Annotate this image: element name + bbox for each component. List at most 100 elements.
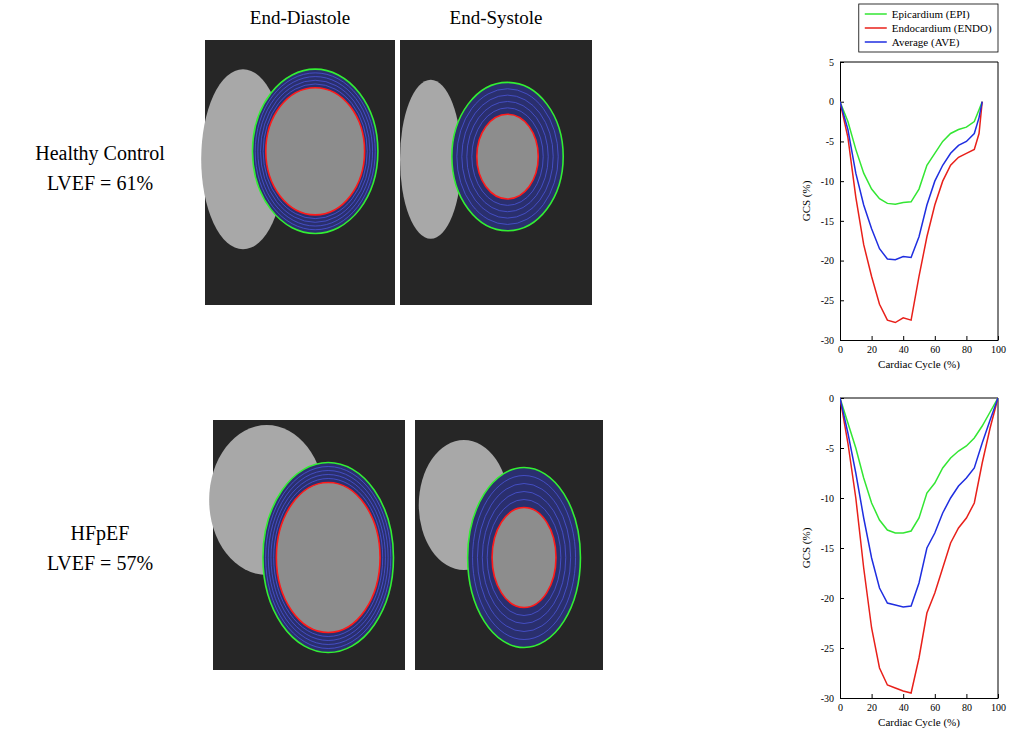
tick: 100	[991, 694, 1006, 713]
chart: 020406080100-30-25-20-15-10-505Cardiac C…	[800, 57, 1006, 371]
tick-mark	[840, 340, 844, 341]
tick-mark	[840, 300, 844, 301]
series-line	[840, 398, 998, 693]
tick: -15	[821, 543, 844, 554]
myocardium-layer	[462, 95, 553, 218]
myocardium-layer	[472, 108, 543, 206]
tick-mark	[966, 694, 967, 698]
tick-label: -5	[826, 136, 834, 147]
tick: 40	[899, 694, 909, 713]
tick-label: -5	[826, 443, 834, 454]
tick: 100	[991, 336, 1006, 355]
tick-label: 60	[930, 344, 940, 355]
tick-label: 0	[838, 344, 843, 355]
tick-label: 20	[867, 702, 877, 713]
column-title: End-Systole	[450, 7, 543, 28]
tick: 20	[867, 694, 877, 713]
tick: -15	[821, 216, 844, 227]
myocardium-layer	[477, 484, 570, 632]
lv-cavity	[266, 88, 365, 215]
myocardium	[468, 468, 581, 648]
tick-mark	[840, 448, 844, 449]
tick-mark	[903, 336, 904, 340]
myocardium-layer	[467, 101, 548, 211]
legend-box	[859, 4, 998, 52]
tick-label: 0	[829, 393, 834, 404]
tick-mark	[935, 694, 936, 698]
tick: 80	[962, 336, 972, 355]
series-line	[840, 102, 982, 323]
column-title: End-Diastole	[250, 7, 350, 28]
frame-right	[998, 398, 999, 698]
lv-cavity	[276, 483, 380, 633]
mri-image	[400, 40, 592, 305]
tick: -10	[821, 493, 844, 504]
legend-item: Epicardium (EPI)	[865, 8, 970, 21]
row-label: Healthy Control	[35, 142, 165, 165]
tick-label: -25	[821, 643, 834, 654]
legend-item: Average (AVE)	[865, 36, 960, 49]
y-axis: -30 -25 -20 -15 -10 -5 0	[821, 393, 844, 704]
myocardium-layer	[263, 84, 367, 219]
tick-label: 0	[838, 702, 843, 713]
epicardium-contour	[263, 463, 394, 653]
tick-label: 60	[930, 702, 940, 713]
row-label: HFpEF	[71, 522, 130, 545]
image-background	[415, 420, 603, 670]
myocardium-layer	[274, 479, 383, 637]
tick-mark	[935, 336, 936, 340]
row-lvef: LVEF = 57%	[47, 552, 153, 574]
lv-cavity	[477, 114, 538, 199]
plot-area	[840, 398, 998, 693]
tick-mark	[840, 221, 844, 222]
tick-label: 20	[867, 344, 877, 355]
lv-cavity	[492, 508, 556, 608]
tick-mark	[840, 698, 844, 699]
tick-mark	[840, 261, 844, 262]
tick: 20	[867, 336, 877, 355]
series-line	[840, 398, 998, 607]
myocardium-layer	[260, 80, 369, 222]
series-line	[840, 398, 998, 533]
tick: -5	[826, 136, 844, 147]
series-line	[840, 102, 982, 260]
tick: -25	[821, 643, 844, 654]
tick-mark	[903, 694, 904, 698]
legend-swatch	[865, 27, 887, 29]
tick: -10	[821, 176, 844, 187]
legend: Epicardium (EPI)Endocardium (ENDO)Averag…	[859, 4, 998, 52]
myocardium-layer	[258, 77, 373, 226]
x-axis: 020406080100	[838, 694, 1006, 713]
legend-label: Epicardium (EPI)	[892, 8, 970, 21]
series-line	[840, 102, 982, 204]
tick-mark	[840, 648, 844, 649]
tick-label: -30	[821, 335, 834, 346]
myocardium-layer	[266, 467, 391, 649]
epicardium-contour	[253, 69, 378, 233]
x-axis: 020406080100	[838, 336, 1006, 355]
tick-mark	[840, 62, 844, 63]
tick: 5	[829, 57, 844, 68]
tick-mark	[998, 694, 999, 698]
tick: 60	[930, 336, 940, 355]
tick: -20	[821, 593, 844, 604]
tick-mark	[872, 336, 873, 340]
myocardium-layer	[457, 89, 558, 225]
x-axis-title: Cardiac Cycle (%)	[878, 716, 960, 729]
tick: -30	[821, 693, 844, 704]
mri-image	[201, 40, 395, 305]
tick: -25	[821, 295, 844, 306]
frame-right	[998, 62, 999, 340]
tick-label: 80	[962, 344, 972, 355]
legend-label: Average (AVE)	[892, 36, 960, 49]
tick-mark	[840, 498, 844, 499]
legend-label: Endocardium (ENDO)	[892, 22, 992, 35]
y-axis-title: GCS (%)	[800, 180, 813, 221]
plot-area	[840, 102, 982, 323]
tick-label: -15	[821, 543, 834, 554]
frame-top	[840, 398, 998, 399]
row-lvef: LVEF = 61%	[47, 172, 153, 194]
axis-line	[841, 340, 999, 341]
tick: -5	[826, 443, 844, 454]
myocardium-layer	[268, 471, 388, 645]
